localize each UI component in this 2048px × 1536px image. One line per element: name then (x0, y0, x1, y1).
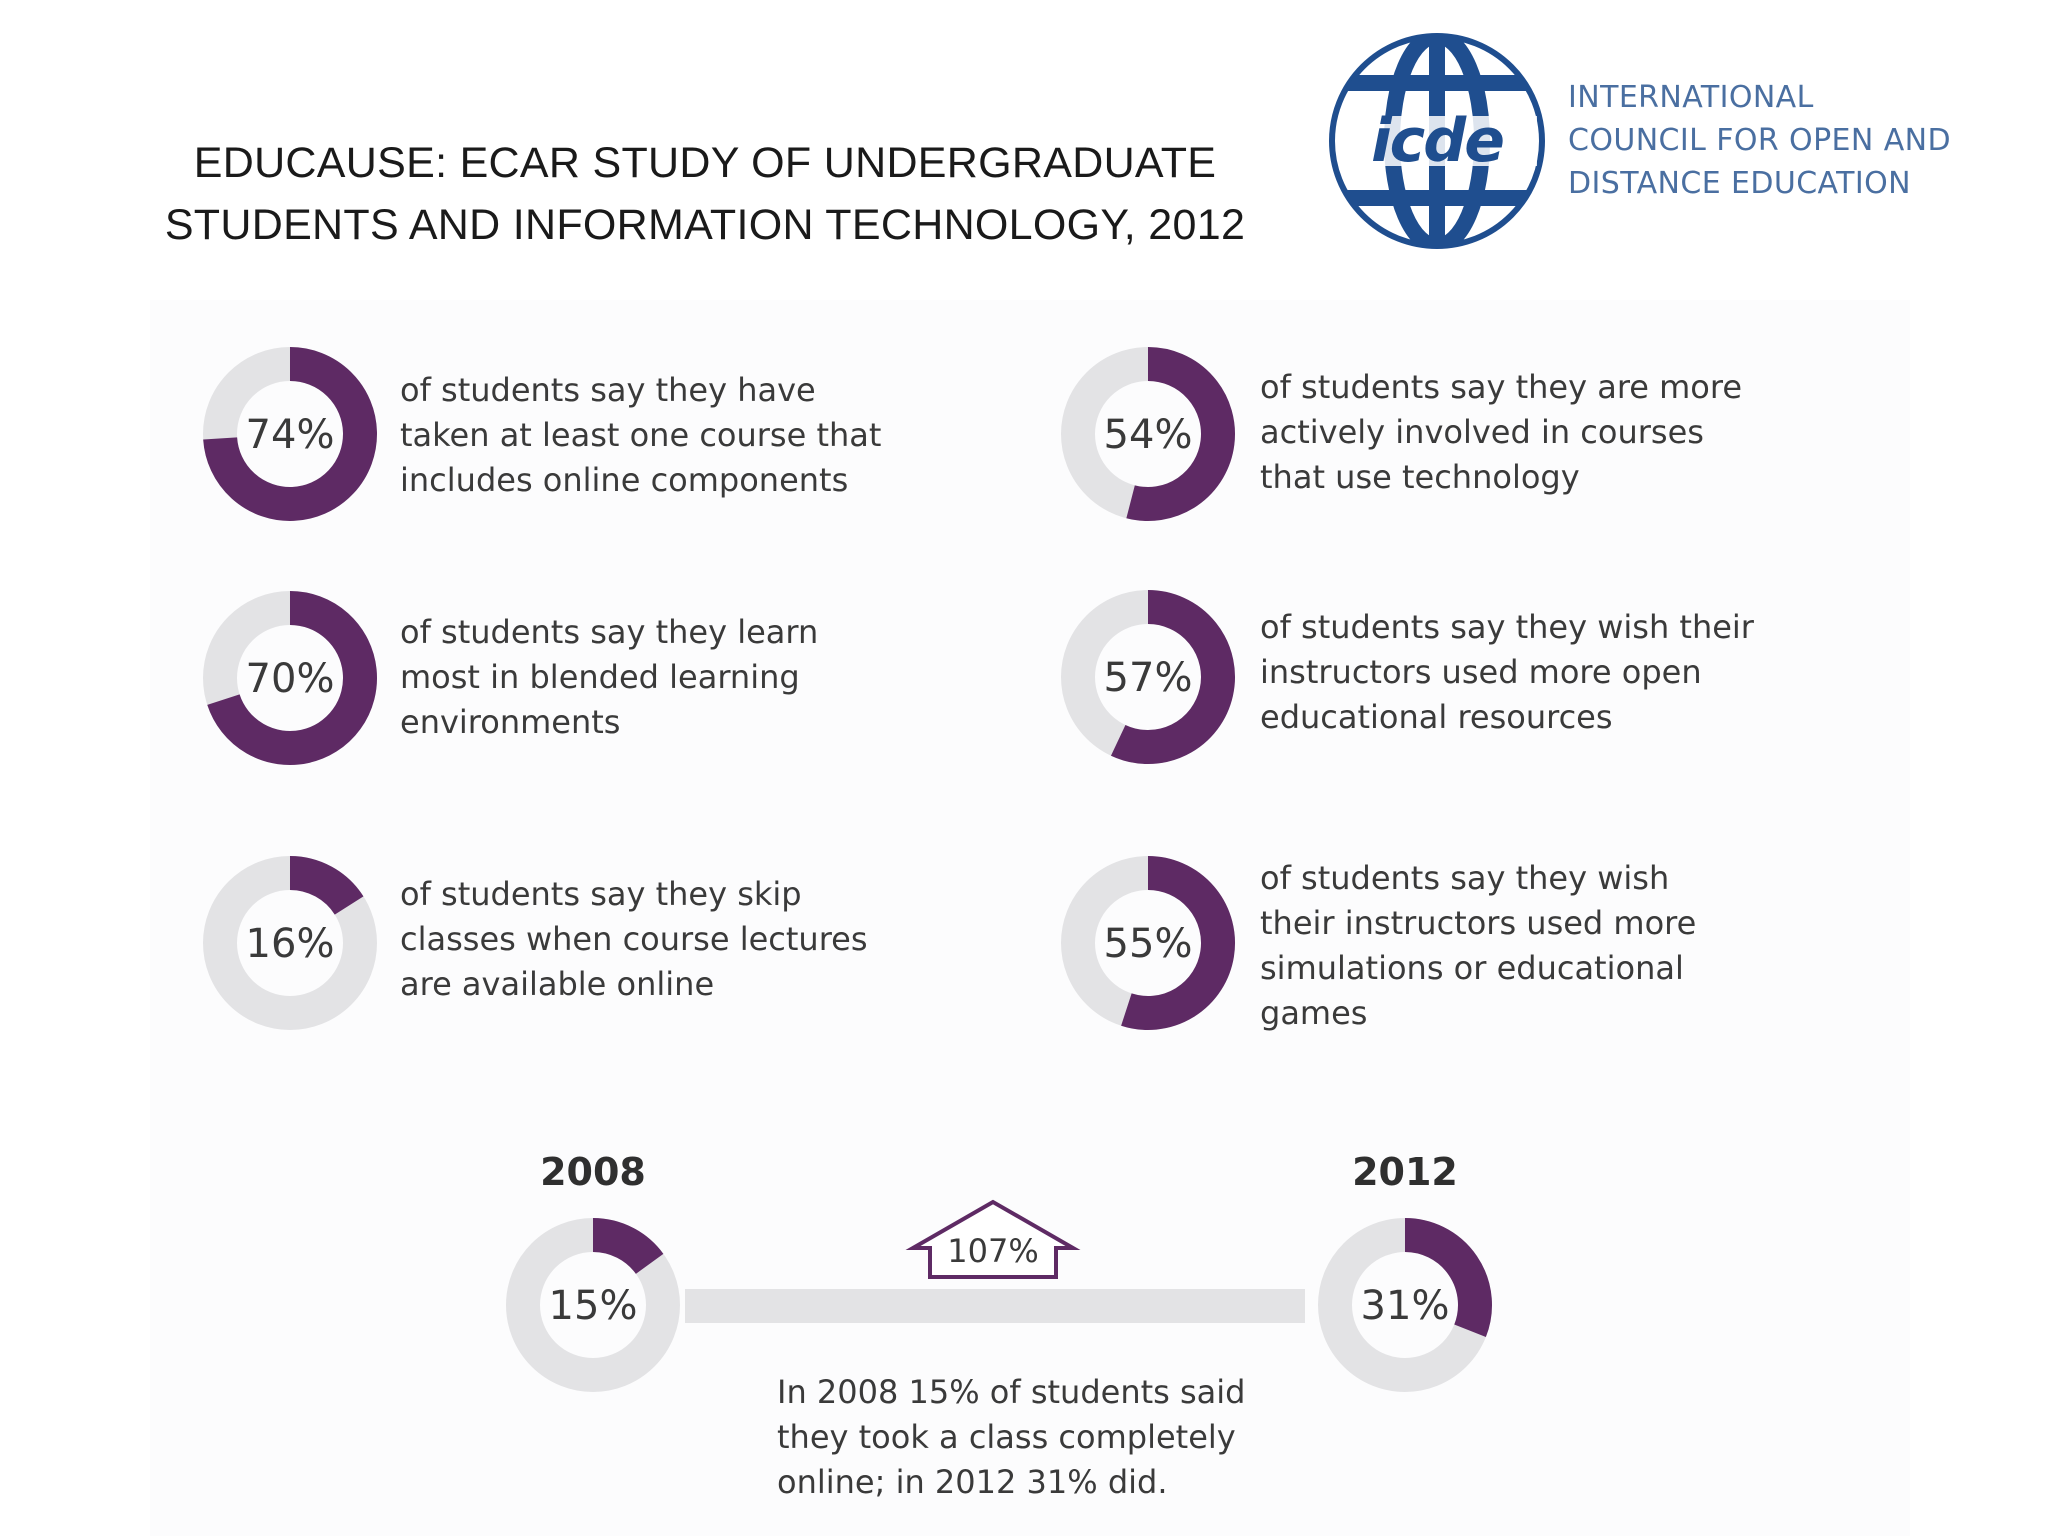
logo-mark-text: icde (1371, 106, 1503, 176)
trend-caption: In 2008 15% of students said they took a… (777, 1373, 1246, 1501)
donut-stat-1-value-arc (203, 347, 377, 521)
stat-text-4: of students say they are more actively i… (1260, 368, 1743, 496)
donut-stat-6-value-arc (1121, 856, 1235, 1030)
donut-stat-6-label: 55% (1104, 921, 1193, 967)
globe-icon: icde (1329, 33, 1545, 249)
logo-line-2: COUNCIL FOR OPEN AND (1568, 123, 1951, 158)
title-line-2: STUDENTS AND INFORMATION TECHNOLOGY, 201… (164, 201, 1246, 249)
stat-text-2: of students say they learn most in blend… (400, 613, 819, 741)
stat-text-1: of students say they have taken at least… (400, 371, 882, 499)
donut-stat-4-value-arc (1126, 347, 1235, 521)
donut-stat-3-value-arc (289, 856, 364, 916)
logo-line-1: INTERNATIONAL (1568, 80, 1814, 115)
stat-text-3: of students say they skip classes when c… (400, 875, 868, 1003)
icde-logo: icde INTERNATIONAL COUNCIL FOR OPEN AND … (1329, 33, 1951, 249)
donut-stat-2-label: 70% (246, 656, 335, 702)
trend-start-year: 2008 (540, 1150, 646, 1194)
growth-arrow-icon (905, 1199, 1081, 1279)
logo-line-3: DISTANCE EDUCATION (1568, 166, 1911, 201)
donut-trend-start-label: 15% (549, 1283, 638, 1329)
donut-stat-5-value-arc (1110, 590, 1235, 764)
title-line-1: EDUCAUSE: ECAR STUDY OF UNDERGRADUATE (193, 139, 1217, 187)
slide-title: EDUCAUSE: ECAR STUDY OF UNDERGRADUATE ST… (120, 132, 1290, 256)
stat-text-6: of students say they wish their instruct… (1260, 859, 1697, 1032)
trend-end-year: 2012 (1352, 1150, 1458, 1194)
donut-stat-5-label: 57% (1104, 655, 1193, 701)
infographic: 74% 70% 16% 54% 57% 55% 15% 31% 2008 2012 107% of … (150, 300, 1910, 1536)
donut-trend-end-label: 31% (1361, 1283, 1450, 1329)
donut-stat-3-label: 16% (246, 921, 335, 967)
trend-connector-bar (685, 1289, 1305, 1323)
donut-trend-start-value-arc (592, 1218, 664, 1275)
stat-text-5: of students say they wish their instruct… (1260, 608, 1754, 736)
donut-trend-end-value-arc (1404, 1218, 1492, 1338)
donut-stat-1-label: 74% (246, 412, 335, 458)
donut-stat-2-value-arc (207, 591, 377, 765)
donut-chart: 74% 70% 16% 54% 57% 55% 15% 31% 2008 2012 107% (203, 347, 1492, 1392)
growth-percent-label: 107% (947, 1232, 1038, 1270)
donut-stat-4-label: 54% (1104, 412, 1193, 458)
